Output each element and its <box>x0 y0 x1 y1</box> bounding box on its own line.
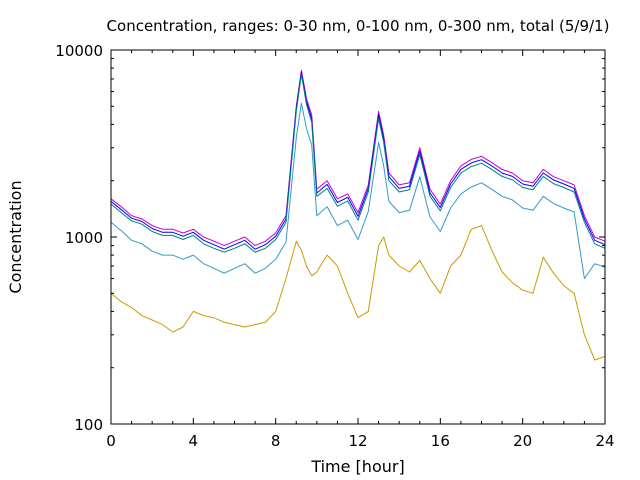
x-tick-label: 20 <box>513 432 532 450</box>
x-tick-label: 8 <box>271 432 281 450</box>
y-tick-label: 100 <box>74 416 103 434</box>
series-line-1 <box>110 69 606 247</box>
y-axis-label: Concentration <box>6 180 25 293</box>
x-axis-label: Time [hour] <box>310 457 404 476</box>
series-line-2 <box>110 71 606 250</box>
x-tick-label: 16 <box>431 432 450 450</box>
chart-title: Concentration, ranges: 0-30 nm, 0-100 nm… <box>107 17 610 35</box>
series-layer <box>110 69 606 361</box>
x-tick-label: 0 <box>106 432 116 450</box>
series-line-4 <box>110 102 606 279</box>
axis-layer: 0 4 8 12 16 20 24 100 1000 10000 <box>55 42 614 450</box>
x-tick-label: 12 <box>348 432 367 450</box>
y-tick-label: 10000 <box>55 42 103 60</box>
x-tick-label: 4 <box>189 432 199 450</box>
y-tick-label: 1000 <box>65 229 103 247</box>
series-line-3 <box>110 74 606 253</box>
series-line-5 <box>110 225 606 361</box>
plot-frame <box>110 49 606 425</box>
x-tick-label: 24 <box>595 432 614 450</box>
